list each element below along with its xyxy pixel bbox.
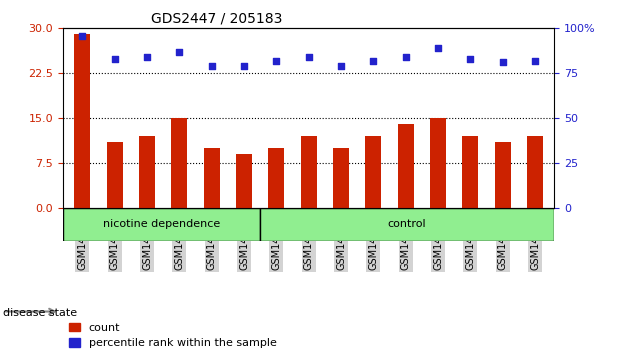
Point [207, 63, 217, 69]
Text: GDS2447 / 205183: GDS2447 / 205183 [151, 12, 283, 26]
Bar [236, 154, 252, 208]
Bar [74, 34, 91, 208]
Point [498, 59, 508, 65]
Point [369, 58, 379, 63]
Point [336, 63, 346, 69]
FancyBboxPatch shape [63, 208, 260, 241]
Point [433, 45, 443, 51]
Bar [462, 136, 478, 208]
Bar [398, 124, 414, 208]
Point [142, 54, 152, 60]
Bar [268, 148, 285, 208]
Bar [139, 136, 155, 208]
Text: nicotine dependence: nicotine dependence [103, 219, 220, 229]
Point [530, 58, 540, 63]
Bar [171, 118, 188, 208]
Bar [203, 148, 220, 208]
Point [401, 54, 411, 60]
Point [239, 63, 249, 69]
Text: control: control [387, 219, 427, 229]
Point [77, 33, 88, 38]
Bar [333, 148, 349, 208]
Bar [301, 136, 317, 208]
Bar [495, 142, 511, 208]
Point [110, 56, 120, 62]
Bar [365, 136, 381, 208]
Point [304, 54, 314, 60]
Legend: count, percentile rank within the sample: count, percentile rank within the sample [69, 322, 277, 348]
Point [466, 56, 476, 62]
Bar [430, 118, 446, 208]
Text: disease state: disease state [3, 308, 77, 318]
Bar [106, 142, 123, 208]
FancyBboxPatch shape [260, 208, 554, 241]
Point [175, 49, 185, 55]
Point [272, 58, 282, 63]
Bar [527, 136, 543, 208]
